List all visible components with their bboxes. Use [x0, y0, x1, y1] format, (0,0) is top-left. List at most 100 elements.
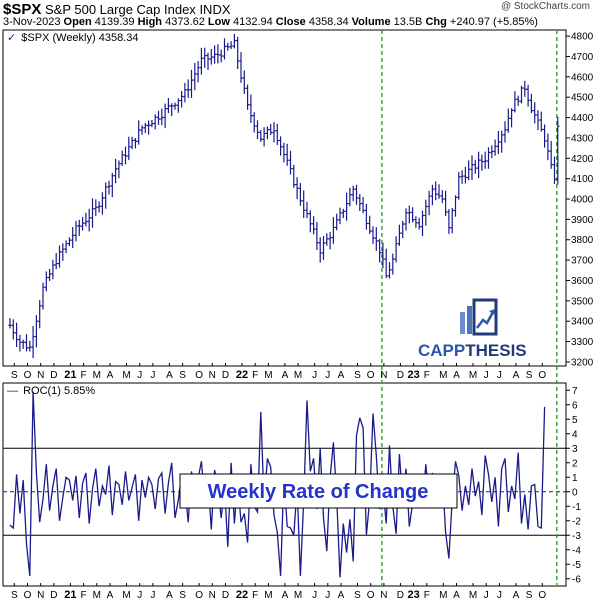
- price-y-tick-label: 3400: [571, 317, 594, 328]
- price-bar: [137, 120, 141, 145]
- price-bar: [216, 44, 220, 64]
- price-bar: [414, 216, 418, 228]
- price-y-axis: 3200 3300 3400 3500 3600 3700 3800 3900 4000 4100…: [566, 32, 594, 368]
- price-bar: [189, 69, 194, 98]
- price-y-tick-label: 3500: [571, 296, 594, 307]
- close-value: 4358.34: [308, 16, 349, 28]
- roc-legend-text: ROC(1) 5.85%: [23, 385, 95, 397]
- logo-cap: CAPP: [418, 341, 465, 360]
- price-legend: ✓ $SPX (Weekly) 4358.34: [7, 32, 138, 44]
- price-bar: [183, 82, 187, 103]
- x-tick-label: S: [526, 590, 533, 601]
- x-tick-label: 21: [64, 369, 76, 381]
- price-bar: [54, 253, 58, 270]
- price-bar: [453, 195, 458, 217]
- price-bar: [28, 340, 32, 352]
- price-legend-icon: ✓: [7, 32, 16, 44]
- price-bar: [259, 130, 263, 142]
- x-tick-label: D: [397, 370, 404, 381]
- price-bar: [163, 103, 167, 129]
- price-bar: [345, 192, 349, 221]
- price-bar: [335, 213, 339, 231]
- price-bar: [44, 271, 48, 292]
- price-bar: [490, 145, 494, 158]
- price-bar: [114, 158, 118, 184]
- price-y-tick-label: 4400: [571, 113, 594, 124]
- price-y-tick-label: 4200: [571, 154, 594, 165]
- x-tick-label: D: [397, 590, 404, 601]
- x-tick-label: J: [150, 370, 155, 381]
- logo-bar-2: [467, 306, 472, 334]
- price-bar: [368, 215, 372, 235]
- roc-y-tick-label: -5: [572, 560, 581, 571]
- price-bar: [71, 227, 75, 249]
- x-tick-label: M: [294, 370, 302, 381]
- x-tick-label: F: [81, 590, 87, 601]
- x-tick-label: S: [11, 590, 18, 601]
- low-label: Low: [207, 16, 230, 28]
- price-bar: [315, 222, 319, 251]
- open-value: 4139.39: [94, 16, 135, 28]
- price-bar: [397, 224, 401, 246]
- annotation-text: Weekly Rate of Change: [208, 481, 429, 503]
- price-bar: [407, 205, 411, 224]
- price-bar: [480, 154, 484, 171]
- x-tick-label: 22: [236, 369, 248, 381]
- price-bar: [331, 216, 335, 244]
- price-bar: [51, 259, 55, 280]
- x-tick-label: D: [50, 370, 57, 381]
- price-bar: [302, 190, 306, 218]
- x-tick-label: N: [37, 370, 44, 381]
- x-tick-label: M: [439, 370, 447, 381]
- price-y-tick-label: 3600: [571, 276, 594, 287]
- x-tick-label: O: [24, 370, 32, 381]
- x-tick-label: 23: [407, 589, 419, 601]
- x-tick-label: M: [264, 370, 272, 381]
- price-bar: [170, 103, 174, 117]
- x-tick-label: S: [179, 590, 186, 601]
- price-bar: [295, 177, 299, 200]
- price-bar: [467, 160, 471, 181]
- price-bar: [486, 147, 491, 169]
- x-tick-label: O: [367, 590, 375, 601]
- price-bar: [546, 133, 550, 161]
- price-bar: [110, 172, 114, 198]
- price-bar: [381, 242, 385, 269]
- capp-thesis-logo: CAPPTHESIS: [418, 298, 527, 360]
- roc-y-tick-label: 4: [572, 429, 578, 440]
- x-tick-label: D: [222, 590, 229, 601]
- x-tick-label: J: [484, 370, 489, 381]
- price-bar: [523, 80, 527, 97]
- price-bar: [18, 334, 22, 352]
- x-tick-label: A: [166, 370, 173, 381]
- quote-line: 3-Nov-2023 Open 4139.39 High 4373.62 Low…: [3, 16, 538, 28]
- price-bar: [81, 217, 85, 231]
- price-bar: [506, 108, 510, 133]
- price-bar: [470, 155, 474, 180]
- price-bar: [387, 262, 392, 279]
- price-y-tick-label: 4300: [571, 133, 594, 144]
- price-ohlc-bars: [8, 33, 560, 359]
- x-tick-label: M: [93, 370, 101, 381]
- price-bar: [239, 52, 243, 83]
- x-tick-label: M: [439, 590, 447, 601]
- price-bar: [209, 49, 213, 65]
- price-bar: [206, 52, 210, 70]
- x-tick-label: J: [137, 370, 142, 381]
- x-tick-label: A: [107, 370, 114, 381]
- price-bar: [503, 121, 507, 143]
- price-bar: [173, 102, 177, 110]
- price-bar: [519, 85, 524, 104]
- price-bar: [97, 201, 101, 213]
- price-bar: [262, 127, 266, 147]
- price-bar: [120, 150, 124, 166]
- price-bar: [288, 150, 293, 175]
- x-tick-label: A: [282, 590, 289, 601]
- x-tick-label: A: [453, 370, 460, 381]
- price-bar: [526, 84, 530, 107]
- quote-date: 3-Nov-2023: [3, 16, 61, 28]
- price-bar: [348, 187, 352, 207]
- price-bar: [404, 208, 408, 231]
- x-tick-label: A: [513, 590, 520, 601]
- price-bar: [325, 233, 329, 246]
